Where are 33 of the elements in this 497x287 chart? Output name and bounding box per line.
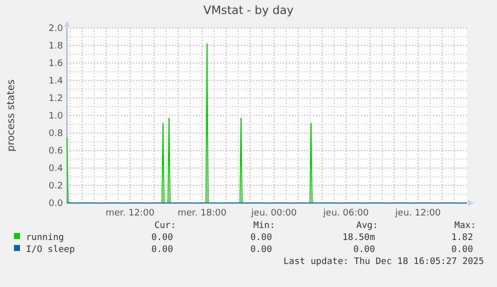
y-tick-label: 1.6 — [48, 58, 64, 69]
text: Avg: — [356, 221, 378, 231]
text: 0.00 — [151, 233, 173, 243]
x-tick-label: mer. 12:00 — [106, 208, 155, 218]
text: 0.00 — [151, 245, 173, 255]
y-tick-label: 0.2 — [48, 181, 63, 192]
legend-label: running — [26, 233, 64, 243]
text: 0.00 — [353, 245, 375, 255]
y-axis-title: process states — [6, 79, 17, 152]
y-tick-label: 1.2 — [48, 94, 63, 104]
chart-title: VMstat - by day — [203, 3, 294, 17]
y-tick-label: 1.4 — [48, 76, 64, 86]
y-tick-label: 0.8 — [48, 128, 64, 139]
y-tick-label: 1.0 — [48, 111, 64, 122]
y-tick-label: 0.4 — [48, 164, 64, 174]
text: 1.82 — [451, 233, 473, 243]
text: Max: — [454, 221, 476, 231]
y-tick-label: 0.6 — [48, 146, 64, 156]
y-tick-label: 0.0 — [48, 198, 64, 209]
legend-label: I/O sleep — [26, 245, 75, 255]
x-tick-label: mer. 18:00 — [178, 208, 227, 218]
text: 0.00 — [250, 233, 272, 243]
y-tick-label: 1.8 — [48, 41, 64, 52]
x-tick-label: jeu. 00:00 — [250, 208, 297, 218]
x-tick-label: jeu. 06:00 — [322, 208, 369, 218]
text: Cur: — [154, 221, 176, 231]
x-tick-label: jeu. 12:00 — [394, 208, 441, 218]
text: Last update: Thu Dec 18 16:05:27 2025 — [284, 257, 484, 267]
text: 0.00 — [250, 245, 272, 255]
text: 18.50m — [342, 233, 375, 243]
y-tick-label: 2.0 — [48, 24, 64, 34]
text: 0.00 — [451, 245, 473, 255]
text: Min: — [253, 221, 275, 231]
